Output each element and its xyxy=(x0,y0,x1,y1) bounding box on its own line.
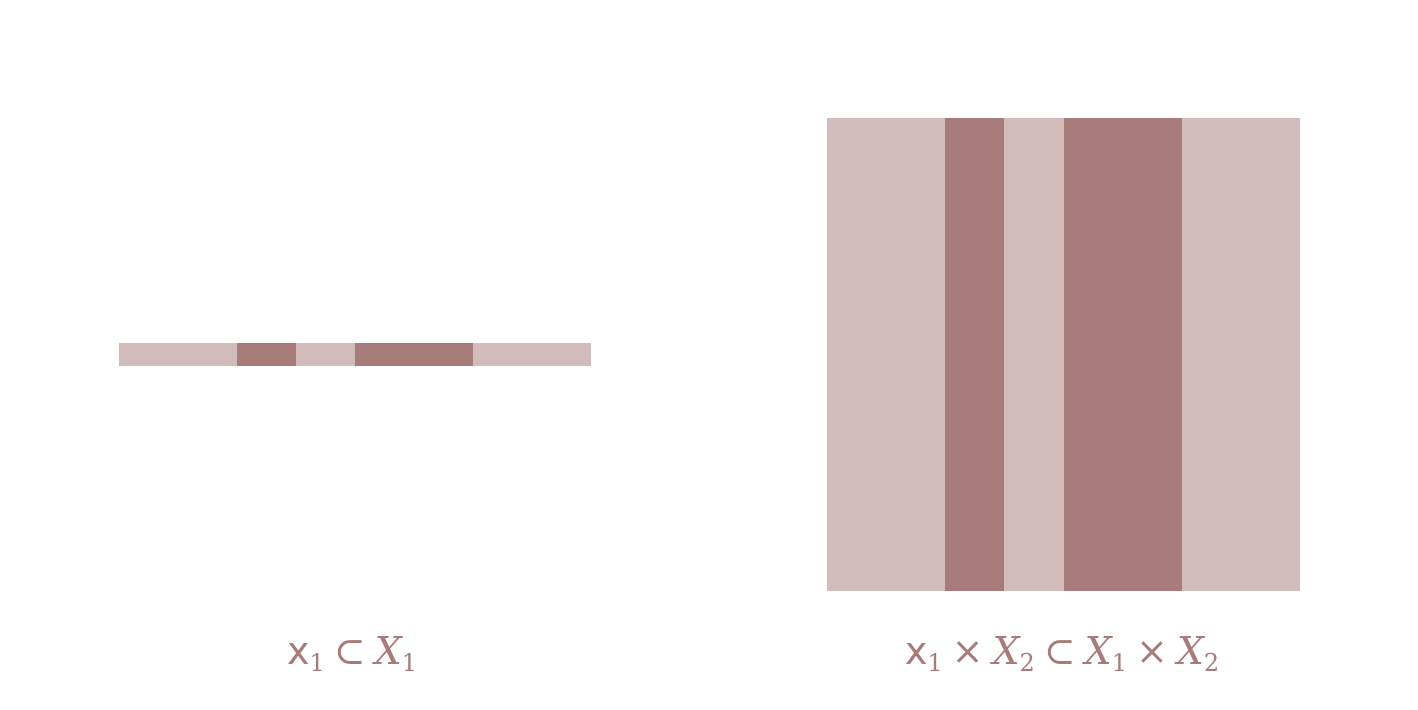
x-index: 1 xyxy=(309,649,325,677)
square-segment-light xyxy=(1004,118,1064,591)
product-square xyxy=(827,118,1300,591)
x-letter: x xyxy=(287,629,310,673)
times-symbol: × xyxy=(951,629,984,673)
strip-segment-dark xyxy=(355,343,473,366)
square-segment-light xyxy=(827,118,946,591)
square-segment-dark xyxy=(945,118,1005,591)
X1-letter: X xyxy=(1084,629,1112,673)
caption-left: x1 ⊂ X1 xyxy=(287,625,417,689)
X2-index: 2 xyxy=(1019,649,1035,677)
X-letter: X xyxy=(374,629,402,673)
subset-symbol: ⊂ xyxy=(333,629,366,673)
strip-segment-dark xyxy=(237,343,296,366)
X2-letter: X xyxy=(992,629,1020,673)
subset-symbol: ⊂ xyxy=(1043,629,1076,673)
one-dimensional-strip xyxy=(119,343,591,366)
X1-index: 1 xyxy=(1111,649,1127,677)
X3-letter: X xyxy=(1176,629,1204,673)
square-segment-light xyxy=(1181,118,1300,591)
x-letter: x xyxy=(904,629,928,673)
strip-segment-light xyxy=(296,343,355,366)
square-segment-dark xyxy=(1063,118,1182,591)
X-index: 1 xyxy=(401,649,417,677)
times-symbol-2: × xyxy=(1135,629,1168,673)
strip-segment-light xyxy=(119,343,237,366)
x-index: 1 xyxy=(927,649,943,677)
X3-index: 2 xyxy=(1203,649,1220,677)
caption-right: x1 × X2 ⊂ X1 × X2 xyxy=(905,625,1219,689)
strip-segment-light xyxy=(473,343,591,366)
